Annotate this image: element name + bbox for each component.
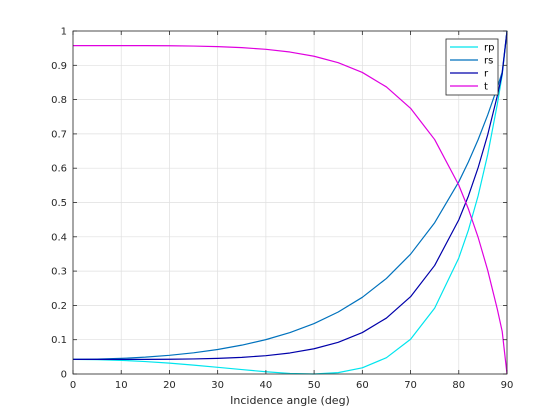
x-tick-label: 10: [115, 380, 128, 391]
series-lines: [72, 30, 508, 375]
grid-lines: [72, 30, 508, 375]
legend-label-rs: rs: [484, 56, 493, 67]
x-axis-label: Incidence angle (deg): [230, 394, 350, 407]
x-tick-label: 30: [211, 380, 224, 391]
x-tick-label: 90: [501, 380, 514, 391]
y-tick-label: 0.5: [51, 198, 67, 209]
tick-labels: 0 10 20 30 40 50 60 70 80 90 0 0.1 0.2 0.3 0.4 0.5 0.6 0.…: [51, 27, 513, 392]
series-line-t: [73, 45, 508, 375]
x-tick-label: 50: [308, 380, 321, 391]
y-tick-label: 0.4: [51, 232, 67, 243]
x-tick-label: 40: [260, 380, 273, 391]
y-tick-label: 0.2: [51, 301, 67, 312]
y-tick-label: 0.7: [51, 129, 67, 140]
series-line-rp: [72, 30, 508, 375]
y-tick-label: 0.9: [51, 61, 67, 72]
legend-label-rp: rp: [484, 43, 494, 54]
legend-label-t: t: [484, 82, 488, 93]
y-tick-label: 1: [61, 27, 67, 38]
x-tick-label: 0: [70, 380, 76, 391]
x-tick-label: 60: [356, 380, 369, 391]
x-tick-label: 70: [404, 380, 417, 391]
axis-ticks: [72, 30, 508, 375]
y-tick-label: 0.6: [51, 164, 67, 175]
y-tick-label: 0.1: [51, 335, 67, 346]
x-tick-label: 20: [163, 380, 176, 391]
legend-label-r: r: [484, 69, 489, 80]
x-tick-label: 80: [452, 380, 465, 391]
y-tick-label: 0.8: [51, 95, 67, 106]
legend: rp rs rt: [445, 38, 499, 96]
series-line-rs: [72, 30, 508, 360]
y-tick-label: 0: [61, 370, 67, 381]
series-line-r: [73, 30, 508, 360]
y-tick-label: 0.3: [51, 267, 67, 278]
